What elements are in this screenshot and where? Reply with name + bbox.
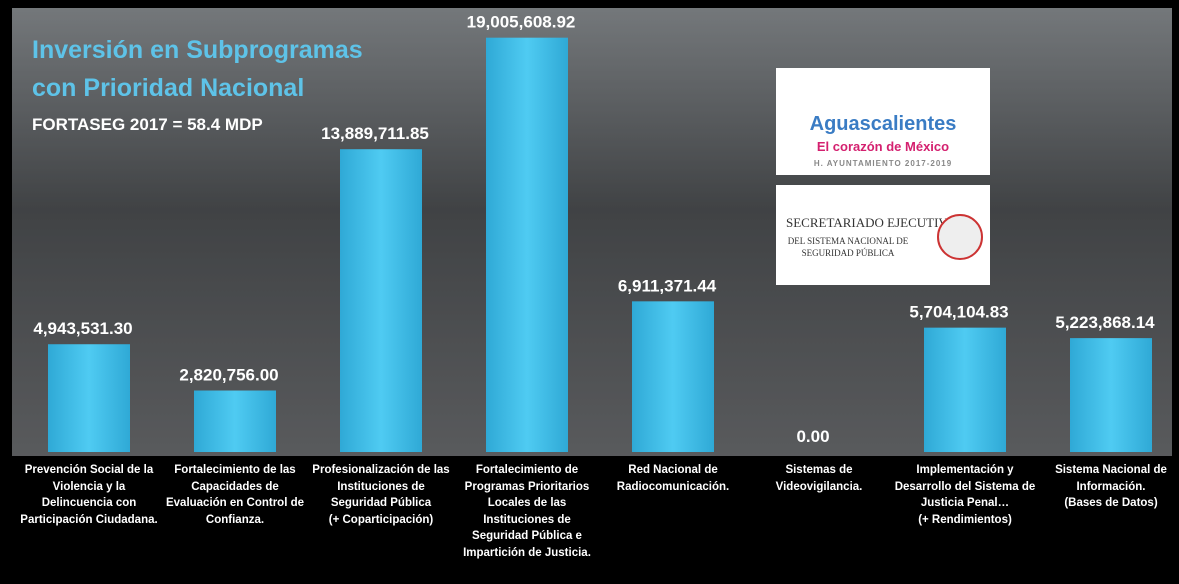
logo-tagline: El corazón de México [817, 139, 949, 154]
bar [632, 301, 714, 452]
logo-line: SECRETARIADO EJECUTIVO [786, 215, 957, 230]
logo-name: Aguascalientes [810, 113, 957, 135]
bar [48, 344, 130, 452]
x-tick-label: Implementación y Desarrollo del Sistema … [894, 464, 1036, 526]
logo-line: DEL SISTEMA NACIONAL DE [788, 236, 909, 246]
x-tick-label: Profesionalización de las Instituciones … [312, 464, 450, 526]
value-label: 5,704,104.83 [909, 303, 1008, 322]
value-label: 4,943,531.30 [33, 319, 132, 338]
value-label: 0.00 [796, 427, 829, 446]
value-label: 6,911,371.44 [618, 276, 717, 295]
bar [924, 327, 1006, 452]
x-tick-label: Prevención Social de la Violencia y la D… [20, 464, 158, 526]
value-label: 13,889,711.85 [321, 124, 429, 143]
x-tick-label: Sistema Nacional de Información. (Bases … [1055, 464, 1167, 509]
x-tick-label: Fortalecimiento de Programas Prioritario… [463, 464, 591, 559]
chart-subtitle: FORTASEG 2017 = 58.4 MDP [32, 115, 263, 134]
bar [340, 149, 422, 452]
bar [486, 37, 568, 452]
logo-municipal [776, 68, 990, 175]
logo-line: SEGURIDAD PÚBLICA [802, 248, 895, 258]
bar [1070, 338, 1152, 452]
chart-title: con Prioridad Nacional [32, 74, 304, 102]
value-label: 5,223,868.14 [1055, 313, 1155, 332]
chart-title: Inversión en Subprogramas [32, 36, 363, 64]
value-label: 19,005,608.92 [467, 13, 576, 32]
logo-caption: H. AYUNTAMIENTO 2017-2019 [814, 159, 952, 168]
x-tick-label: Sistemas de Videovigilancia. [775, 464, 863, 493]
x-tick-label: Fortalecimiento de las Capacidades de Ev… [165, 464, 305, 526]
bar [194, 390, 276, 452]
logo-emblem [937, 214, 983, 260]
x-tick-label: Red Nacional de Radiocomunicación. [616, 464, 730, 493]
value-label: 2,820,756.00 [179, 366, 278, 385]
